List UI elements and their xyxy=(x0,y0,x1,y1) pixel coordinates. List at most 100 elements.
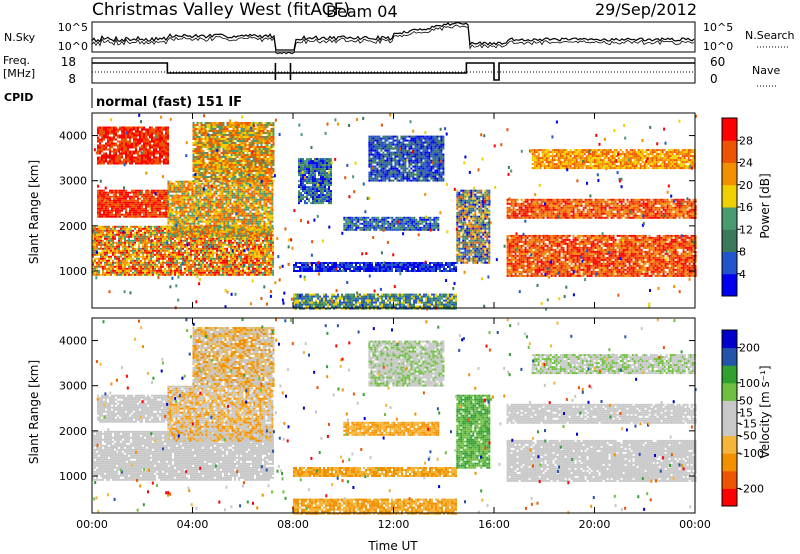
heatmap-cell xyxy=(120,230,122,232)
heatmap-cell xyxy=(162,250,164,252)
heatmap-cell xyxy=(108,268,110,270)
heatmap-cell xyxy=(144,266,146,268)
heatmap-cell xyxy=(178,270,180,272)
heatmap-cell xyxy=(122,226,124,228)
heatmap-cell xyxy=(176,242,178,244)
heatmap-cell xyxy=(146,258,148,260)
heatmap-cell xyxy=(148,252,150,254)
heatmap-cell xyxy=(160,232,162,234)
heatmap-cell xyxy=(126,260,128,262)
heatmap-cell xyxy=(150,234,152,236)
heatmap-cell xyxy=(104,254,106,256)
heatmap-cell xyxy=(100,238,102,240)
heatmap-cell xyxy=(162,236,164,238)
heatmap-cell xyxy=(172,256,174,258)
heatmap-cell xyxy=(150,264,152,266)
heatmap-cell xyxy=(194,252,196,254)
heatmap-cell xyxy=(178,266,180,268)
noise-left-tick-top: 10^5 xyxy=(58,21,88,34)
heatmap-cell xyxy=(110,250,112,252)
heatmap-cell xyxy=(152,248,154,250)
heatmap-cell xyxy=(120,228,122,230)
heatmap-cell xyxy=(126,240,128,242)
heatmap-cell xyxy=(140,264,142,266)
heatmap-cell xyxy=(156,258,158,260)
heatmap-cell xyxy=(150,272,152,274)
heatmap-cell xyxy=(190,244,192,246)
heatmap-cell xyxy=(132,250,134,252)
heatmap-cell xyxy=(142,272,144,274)
heatmap-cell xyxy=(144,240,146,242)
heatmap-cell xyxy=(108,260,110,262)
heatmap-cell xyxy=(196,250,198,252)
heatmap-cell xyxy=(124,274,126,276)
heatmap-cell xyxy=(138,238,140,240)
heatmap-cell xyxy=(114,234,116,236)
heatmap-cell xyxy=(108,238,110,240)
heatmap-cell xyxy=(102,272,104,274)
heatmap-cell xyxy=(184,244,186,246)
heatmap-cell xyxy=(196,248,198,250)
heatmap-cell xyxy=(98,272,100,274)
heatmap-cell xyxy=(190,260,192,262)
heatmap-cell xyxy=(184,270,186,272)
heatmap-cell xyxy=(188,238,190,240)
heatmap-cell xyxy=(194,268,196,270)
heatmap-cell xyxy=(140,272,142,274)
heatmap-cell xyxy=(152,272,154,274)
heatmap-cell xyxy=(196,254,198,256)
heatmap-cell xyxy=(118,246,120,248)
heatmap-cell xyxy=(160,236,162,238)
heatmap-cell xyxy=(120,260,122,262)
heatmap-cell xyxy=(180,246,182,248)
heatmap-cell xyxy=(138,230,140,232)
heatmap-cell xyxy=(162,274,164,276)
heatmap-cell xyxy=(164,254,166,256)
heatmap-cell xyxy=(140,252,142,254)
heatmap-cell xyxy=(166,250,168,252)
heatmap-cell xyxy=(194,262,196,264)
heatmap-cell xyxy=(108,250,110,252)
heatmap-cell xyxy=(194,272,196,274)
freq-panel: Freq. [MHz] 18 8 60 0 Nave xyxy=(3,54,780,86)
heatmap-cell xyxy=(110,234,112,236)
heatmap-cell xyxy=(194,248,196,250)
heatmap-cell xyxy=(178,258,180,260)
heatmap-cell xyxy=(122,252,124,254)
heatmap-cell xyxy=(138,266,140,268)
heatmap-cell xyxy=(176,244,178,246)
heatmap-cell xyxy=(114,250,116,252)
heatmap-cell xyxy=(164,272,166,274)
heatmap-cell xyxy=(176,264,178,266)
heatmap-cell xyxy=(170,252,172,254)
heatmap-cell xyxy=(196,244,198,246)
heatmap-cell xyxy=(110,266,112,268)
heatmap-cell xyxy=(112,240,114,242)
heatmap-cell xyxy=(178,268,180,270)
heatmap-cell xyxy=(168,250,170,252)
heatmap-cell xyxy=(140,236,142,238)
heatmap-cell xyxy=(96,264,98,266)
heatmap-cell xyxy=(116,266,118,268)
heatmap-cell xyxy=(104,252,106,254)
heatmap-cell xyxy=(180,242,182,244)
heatmap-cell xyxy=(188,258,190,260)
heatmap-cell xyxy=(166,256,168,258)
heatmap-cell xyxy=(100,256,102,258)
heatmap-cell xyxy=(130,228,132,230)
heatmap-cell xyxy=(194,266,196,268)
heatmap-cell xyxy=(158,244,160,246)
heatmap-cell xyxy=(166,272,168,274)
heatmap-cell xyxy=(178,274,180,276)
heatmap-cell xyxy=(150,248,152,250)
heatmap-cell xyxy=(190,270,192,272)
heatmap-cell xyxy=(96,268,98,270)
heatmap-cell xyxy=(160,268,162,270)
heatmap-cell xyxy=(150,256,152,258)
heatmap-cell xyxy=(168,254,170,256)
heatmap-cell xyxy=(134,254,136,256)
heatmap-cell xyxy=(142,250,144,252)
heatmap-cell xyxy=(128,266,130,268)
heatmap-cell xyxy=(148,274,150,276)
heatmap-cell xyxy=(156,238,158,240)
